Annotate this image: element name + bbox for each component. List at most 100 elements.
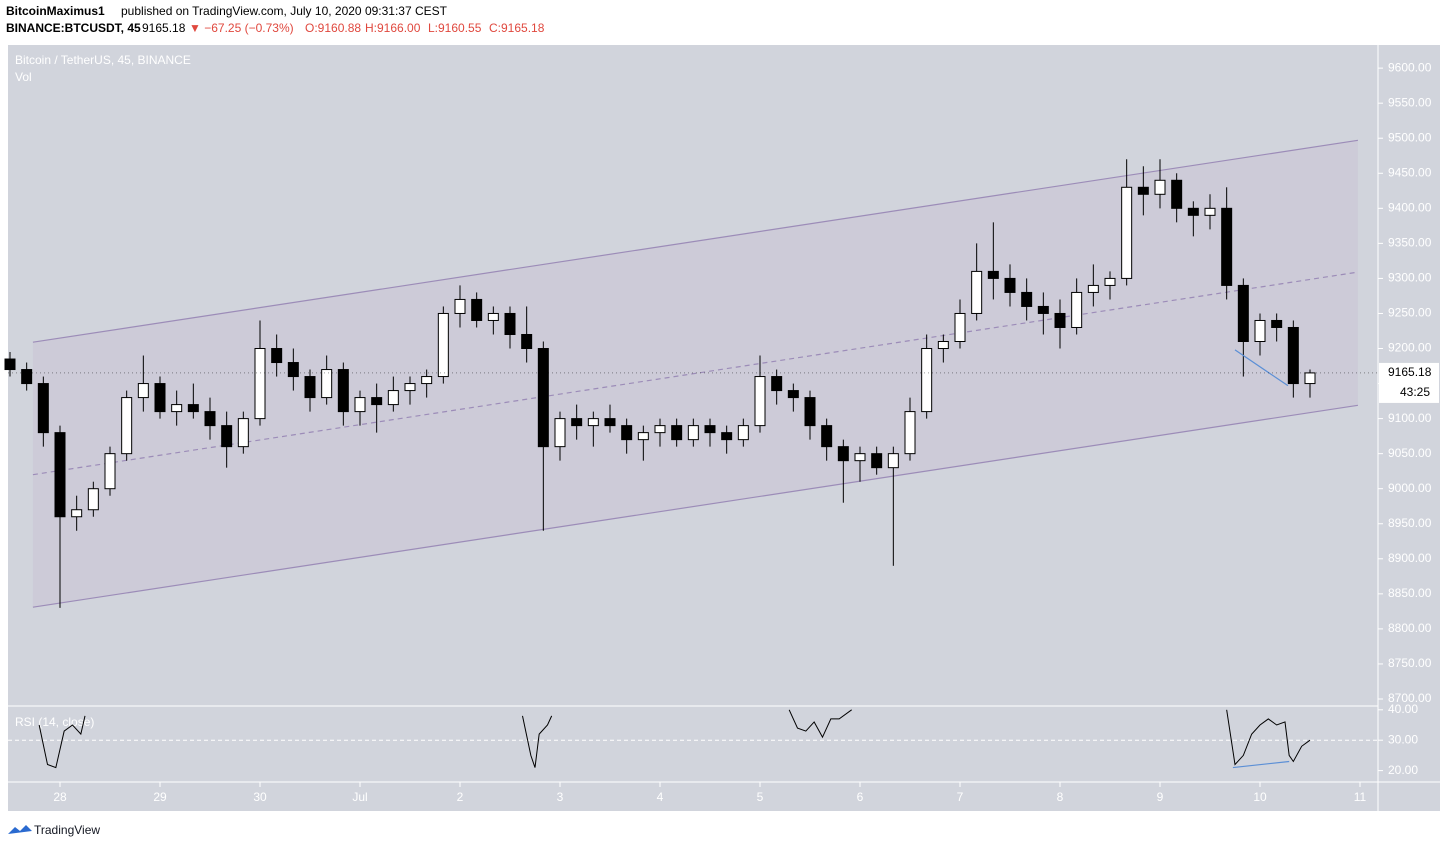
candle-body	[371, 397, 383, 406]
header-change: ▼ −67.25 (−0.73%)	[189, 21, 294, 35]
y-tick-label: 8950.00	[1388, 516, 1432, 530]
candle-body	[1004, 277, 1016, 293]
candle-body	[1137, 186, 1149, 195]
candle-body	[921, 348, 933, 413]
chart-title: Bitcoin / TetherUS, 45, BINANCE	[15, 53, 191, 67]
y-tick-label: 9000.00	[1388, 481, 1432, 495]
candle-body	[21, 369, 33, 385]
candle-body	[454, 298, 466, 314]
candle-body	[837, 446, 849, 462]
y-tick-label: 9250.00	[1388, 306, 1432, 320]
x-tick-label: 11	[1354, 790, 1367, 804]
candle-body	[271, 348, 283, 364]
candle-body	[687, 425, 699, 441]
header-close: C:9165.18	[489, 21, 545, 35]
candle-body	[737, 425, 749, 441]
candle-body	[971, 270, 983, 314]
candle-body	[254, 348, 266, 420]
candle-body	[304, 376, 316, 399]
candle-body	[1121, 186, 1133, 279]
candle-body	[4, 358, 16, 371]
candle-body	[537, 348, 549, 448]
y-tick-label: 9500.00	[1388, 130, 1432, 144]
candle-body	[1304, 372, 1316, 385]
y-tick-label: 9550.00	[1388, 95, 1432, 109]
y-tick-label: 8900.00	[1388, 551, 1432, 565]
candle-body	[937, 341, 949, 350]
candle-body	[1221, 207, 1233, 286]
candle-body	[171, 404, 183, 413]
logo	[8, 825, 32, 834]
candle-body	[1237, 284, 1249, 343]
candle-body	[1054, 312, 1066, 328]
y-tick-label: 9600.00	[1388, 60, 1432, 74]
volume-label: Vol	[15, 70, 32, 84]
candle-body	[1254, 319, 1266, 343]
candle-body	[704, 425, 716, 434]
trendline	[1234, 349, 1289, 387]
candle-body	[887, 453, 899, 469]
y-tick-label: 40.00	[1388, 702, 1418, 716]
y-tick-label: 9100.00	[1388, 411, 1432, 425]
x-tick-label: 9	[1157, 790, 1164, 804]
symbol: BINANCE:BTCUSDT, 45	[6, 21, 141, 35]
x-tick-label: 2	[457, 790, 464, 804]
candle-body	[37, 383, 49, 434]
candle-body	[904, 411, 916, 455]
candle-body	[571, 418, 583, 427]
candle-body	[221, 425, 233, 448]
candle-body	[237, 418, 249, 448]
candle-body	[404, 383, 416, 392]
candle-body	[1271, 319, 1283, 328]
candle-body	[754, 376, 766, 427]
candle-body	[504, 312, 516, 335]
candle-body	[804, 397, 816, 427]
header-price: 9165.18	[142, 21, 186, 35]
candle-body	[1287, 326, 1299, 385]
candle-body	[721, 432, 733, 441]
candle-body	[121, 397, 133, 455]
candle-body	[554, 418, 566, 448]
author[interactable]: BitcoinMaximus1	[6, 4, 105, 18]
y-tick-label: 9450.00	[1388, 165, 1432, 179]
x-tick-label: 10	[1253, 790, 1267, 804]
candle-body	[1087, 284, 1099, 293]
candle-body	[954, 312, 966, 343]
published: published on TradingView.com, July 10, 2…	[121, 4, 448, 18]
header-high: H:9166.00	[365, 21, 421, 35]
x-tick-label: 5	[757, 790, 764, 804]
y-tick-label: 9350.00	[1388, 236, 1432, 250]
x-tick-label: 3	[557, 790, 564, 804]
rsi-line	[38, 709, 1311, 769]
candle-body	[771, 376, 783, 392]
candle-body	[54, 432, 66, 518]
candle-body	[821, 425, 833, 448]
candle-body	[321, 369, 333, 399]
x-tick-label: Jul	[352, 790, 367, 804]
y-tick-label: 30.00	[1388, 732, 1418, 746]
candle-body	[987, 270, 999, 279]
x-tick-label: 6	[857, 790, 864, 804]
candle-body	[154, 383, 166, 413]
candle-body	[187, 404, 199, 413]
brand[interactable]: TradingView	[34, 823, 100, 837]
candle-body	[1037, 305, 1049, 314]
candle-body	[671, 425, 683, 441]
candle-body	[354, 397, 366, 413]
y-tick-label: 8700.00	[1388, 691, 1432, 705]
x-tick-label: 28	[53, 790, 67, 804]
y-tick-label: 9400.00	[1388, 200, 1432, 214]
last-price: 9165.18	[1388, 365, 1432, 379]
candle-body	[1204, 207, 1216, 216]
countdown: 43:25	[1400, 385, 1430, 399]
candle-body	[1154, 179, 1166, 195]
candle-body	[787, 390, 799, 399]
candle-body	[471, 298, 483, 321]
y-tick-label: 8800.00	[1388, 621, 1432, 635]
candle-body	[604, 418, 616, 427]
rsi-trendline	[1232, 760, 1290, 769]
candle-body	[104, 453, 116, 490]
candle-body	[1071, 291, 1083, 328]
candle-body	[487, 312, 499, 321]
